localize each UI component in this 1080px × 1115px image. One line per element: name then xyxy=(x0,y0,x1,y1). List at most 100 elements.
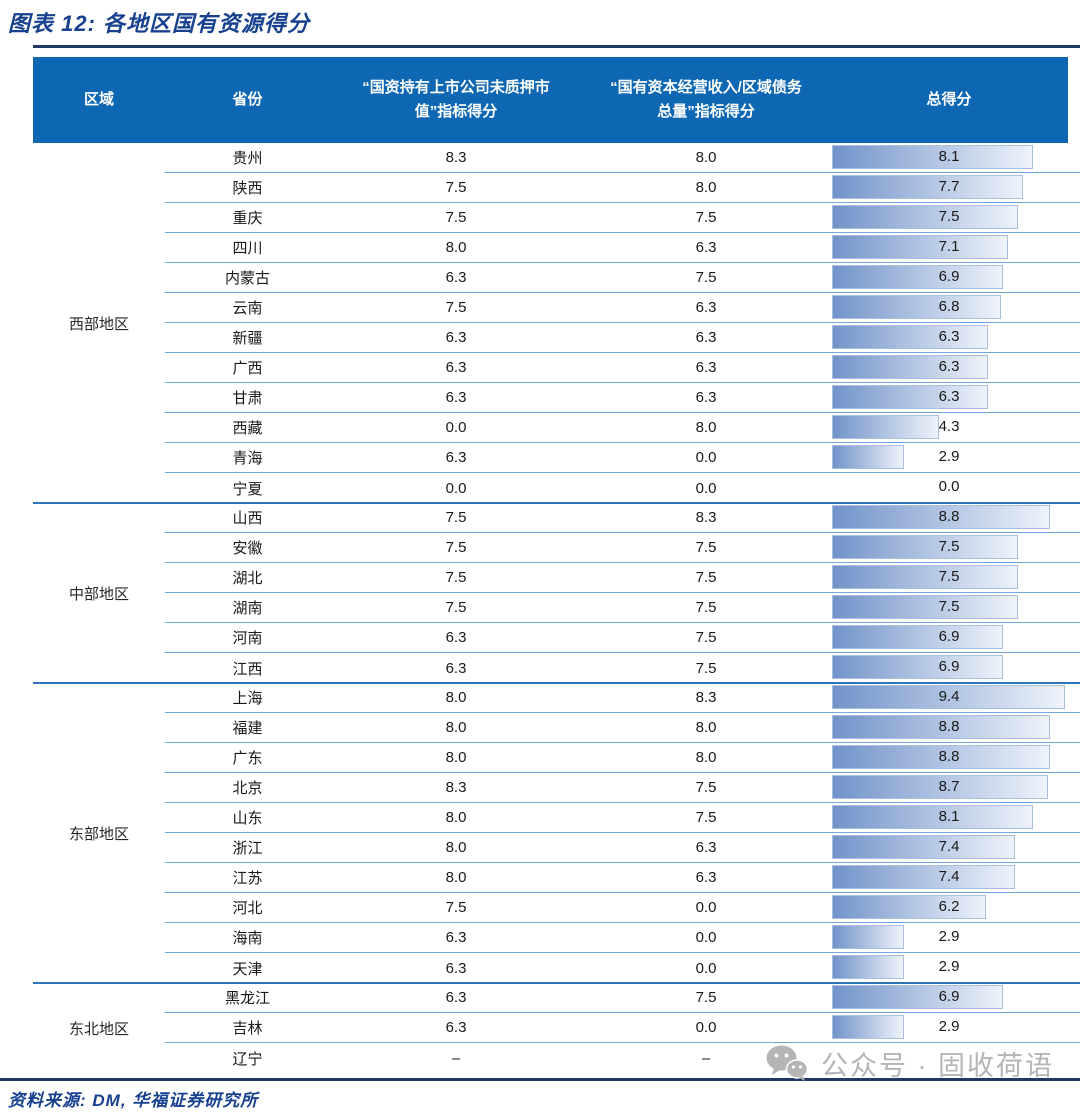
score1-cell: 6.3 xyxy=(445,659,467,677)
table-row: 吉林 6.3 0.0 2.9 xyxy=(165,1013,1080,1043)
total-cell: 7.1 xyxy=(830,233,1068,262)
score2-cell: 0.0 xyxy=(695,929,717,946)
table-row: 山东 8.0 7.5 8.1 xyxy=(165,803,1080,833)
score2-cell: 7.5 xyxy=(695,569,717,586)
total-score-value: 2.9 xyxy=(938,1018,960,1035)
province-cell: 湖南 xyxy=(232,600,263,617)
province-cell: 天津 xyxy=(232,960,263,978)
table-row: 内蒙古 6.3 7.5 6.9 xyxy=(165,263,1080,293)
score2-cell: 8.0 xyxy=(695,719,717,736)
table-row: 新疆 6.3 6.3 6.3 xyxy=(165,323,1080,353)
table-row: 云南 7.5 6.3 6.8 xyxy=(165,293,1080,323)
total-cell: 9.4 xyxy=(830,683,1068,712)
table-row: 北京 8.3 7.5 8.7 xyxy=(165,773,1080,803)
score2-cell: 8.0 xyxy=(695,749,717,766)
score2-cell: 6.3 xyxy=(695,239,717,256)
province-cell: 内蒙古 xyxy=(224,270,270,287)
total-score-bar xyxy=(832,595,1018,619)
total-cell: 2.9 xyxy=(830,923,1068,952)
table-row: 四川 8.0 6.3 7.1 xyxy=(165,233,1080,263)
province-cell: 广东 xyxy=(232,750,263,767)
total-score-value: 7.7 xyxy=(938,178,960,195)
table-row: 宁夏 0.0 0.0 0.0 xyxy=(165,473,1080,503)
score1-cell: 6.3 xyxy=(445,329,467,346)
watermark: 公众号 · 固收荷语 xyxy=(765,1044,1054,1082)
table-row: 河南 6.3 7.5 6.9 xyxy=(165,623,1080,653)
province-cell: 北京 xyxy=(232,780,263,797)
total-cell: 7.5 xyxy=(830,563,1068,592)
score2-cell: 0.0 xyxy=(695,449,717,466)
title-rule xyxy=(33,45,1080,48)
score1-cell: 6.3 xyxy=(445,269,467,286)
province-cell: 湖北 xyxy=(232,570,263,587)
total-cell: 6.9 xyxy=(830,623,1068,652)
score2-cell: 7.5 xyxy=(695,599,717,616)
total-score-value: 7.5 xyxy=(938,538,960,555)
total-score-bar xyxy=(832,955,904,979)
province-cell: 陕西 xyxy=(232,180,263,197)
total-score-bar xyxy=(832,925,904,949)
total-score-value: 6.2 xyxy=(938,898,960,915)
region-group: 东北地区 黑龙江 6.3 7.5 6.9 吉林 6.3 0.0 2.9 辽宁 – – xyxy=(33,982,1080,1073)
score1-cell: 7.5 xyxy=(445,179,467,196)
score2-cell: 6.3 xyxy=(695,299,717,316)
province-cell: 青海 xyxy=(232,450,263,467)
total-score-value: 2.9 xyxy=(938,448,960,465)
total-cell: 8.8 xyxy=(830,503,1068,532)
score1-cell: 7.5 xyxy=(445,569,467,586)
figure-title: 图表 12: 各地区国有资源得分 xyxy=(8,11,311,36)
score1-cell: 8.0 xyxy=(445,239,467,256)
score1-cell: 7.5 xyxy=(445,599,467,616)
total-score-bar xyxy=(832,325,989,349)
region-group: 东部地区 上海 8.0 8.3 9.4 福建 8.0 8.0 8.8 广东 8.0 8.0 8.8 北京 8… xyxy=(33,682,1080,983)
table-row: 江苏 8.0 6.3 7.4 xyxy=(165,863,1080,893)
score2-cell: 8.0 xyxy=(695,149,717,166)
total-score-value: 7.1 xyxy=(938,238,960,255)
total-score-value: 7.4 xyxy=(938,838,960,855)
total-score-value: 8.1 xyxy=(938,148,960,165)
total-cell: 6.2 xyxy=(830,893,1068,922)
total-score-bar xyxy=(832,295,1001,319)
province-cell: 贵州 xyxy=(232,150,263,167)
score1-cell: 7.5 xyxy=(445,899,467,916)
score1-cell: 8.0 xyxy=(445,689,467,706)
score2-cell: 6.3 xyxy=(695,839,717,856)
table-row: 上海 8.0 8.3 9.4 xyxy=(165,683,1080,713)
region-label: 东北地区 xyxy=(68,1020,129,1038)
region-rows: 贵州 8.3 8.0 8.1 陕西 7.5 8.0 7.7 重庆 7.5 7.5 7.5 四川 8.0 6.… xyxy=(165,143,1080,503)
col-header-total-score: 总得分 xyxy=(926,91,972,108)
score2-cell: 6.3 xyxy=(695,329,717,346)
score1-cell: 8.0 xyxy=(445,719,467,736)
total-score-value: 7.5 xyxy=(938,208,960,225)
total-score-value: 8.8 xyxy=(938,748,960,765)
table-row: 广东 8.0 8.0 8.8 xyxy=(165,743,1080,773)
total-score-value: 6.3 xyxy=(938,358,960,375)
col-header-province: 省份 xyxy=(232,91,263,108)
total-score-bar xyxy=(832,775,1048,799)
total-score-value: 8.8 xyxy=(938,718,960,735)
total-cell: 7.5 xyxy=(830,533,1068,562)
watermark-text: 公众号 · 固收荷语 xyxy=(821,1050,1054,1081)
total-cell: 4.3 xyxy=(830,413,1068,442)
total-score-bar xyxy=(832,205,1018,229)
total-score-value: 2.9 xyxy=(938,928,960,945)
total-score-bar xyxy=(832,385,989,409)
total-score-bar xyxy=(832,175,1023,199)
table-body: 西部地区 贵州 8.3 8.0 8.1 陕西 7.5 8.0 7.7 重庆 7.5 7.5 7.5 四川 8… xyxy=(33,143,1080,1073)
table-row: 重庆 7.5 7.5 7.5 xyxy=(165,203,1080,233)
table-row: 江西 6.3 7.5 6.9 xyxy=(165,653,1080,683)
total-cell: 2.9 xyxy=(830,1013,1068,1042)
total-cell: 2.9 xyxy=(830,443,1068,472)
province-cell: 浙江 xyxy=(232,840,263,857)
footer-rule xyxy=(0,1078,1080,1081)
province-cell: 上海 xyxy=(232,690,263,707)
table-row: 黑龙江 6.3 7.5 6.9 xyxy=(165,983,1080,1013)
total-score-value: 6.9 xyxy=(938,658,960,675)
score2-cell: 7.5 xyxy=(695,269,717,286)
total-score-value: 7.5 xyxy=(938,598,960,615)
region-group: 中部地区 山西 7.5 8.3 8.8 安徽 7.5 7.5 7.5 湖北 7.5 7.5 7.5 湖南 7… xyxy=(33,502,1080,683)
province-cell: 新疆 xyxy=(232,330,263,347)
total-score-value: 7.5 xyxy=(938,568,960,585)
table-row: 山西 7.5 8.3 8.8 xyxy=(165,503,1080,533)
region-label: 东部地区 xyxy=(68,825,129,843)
